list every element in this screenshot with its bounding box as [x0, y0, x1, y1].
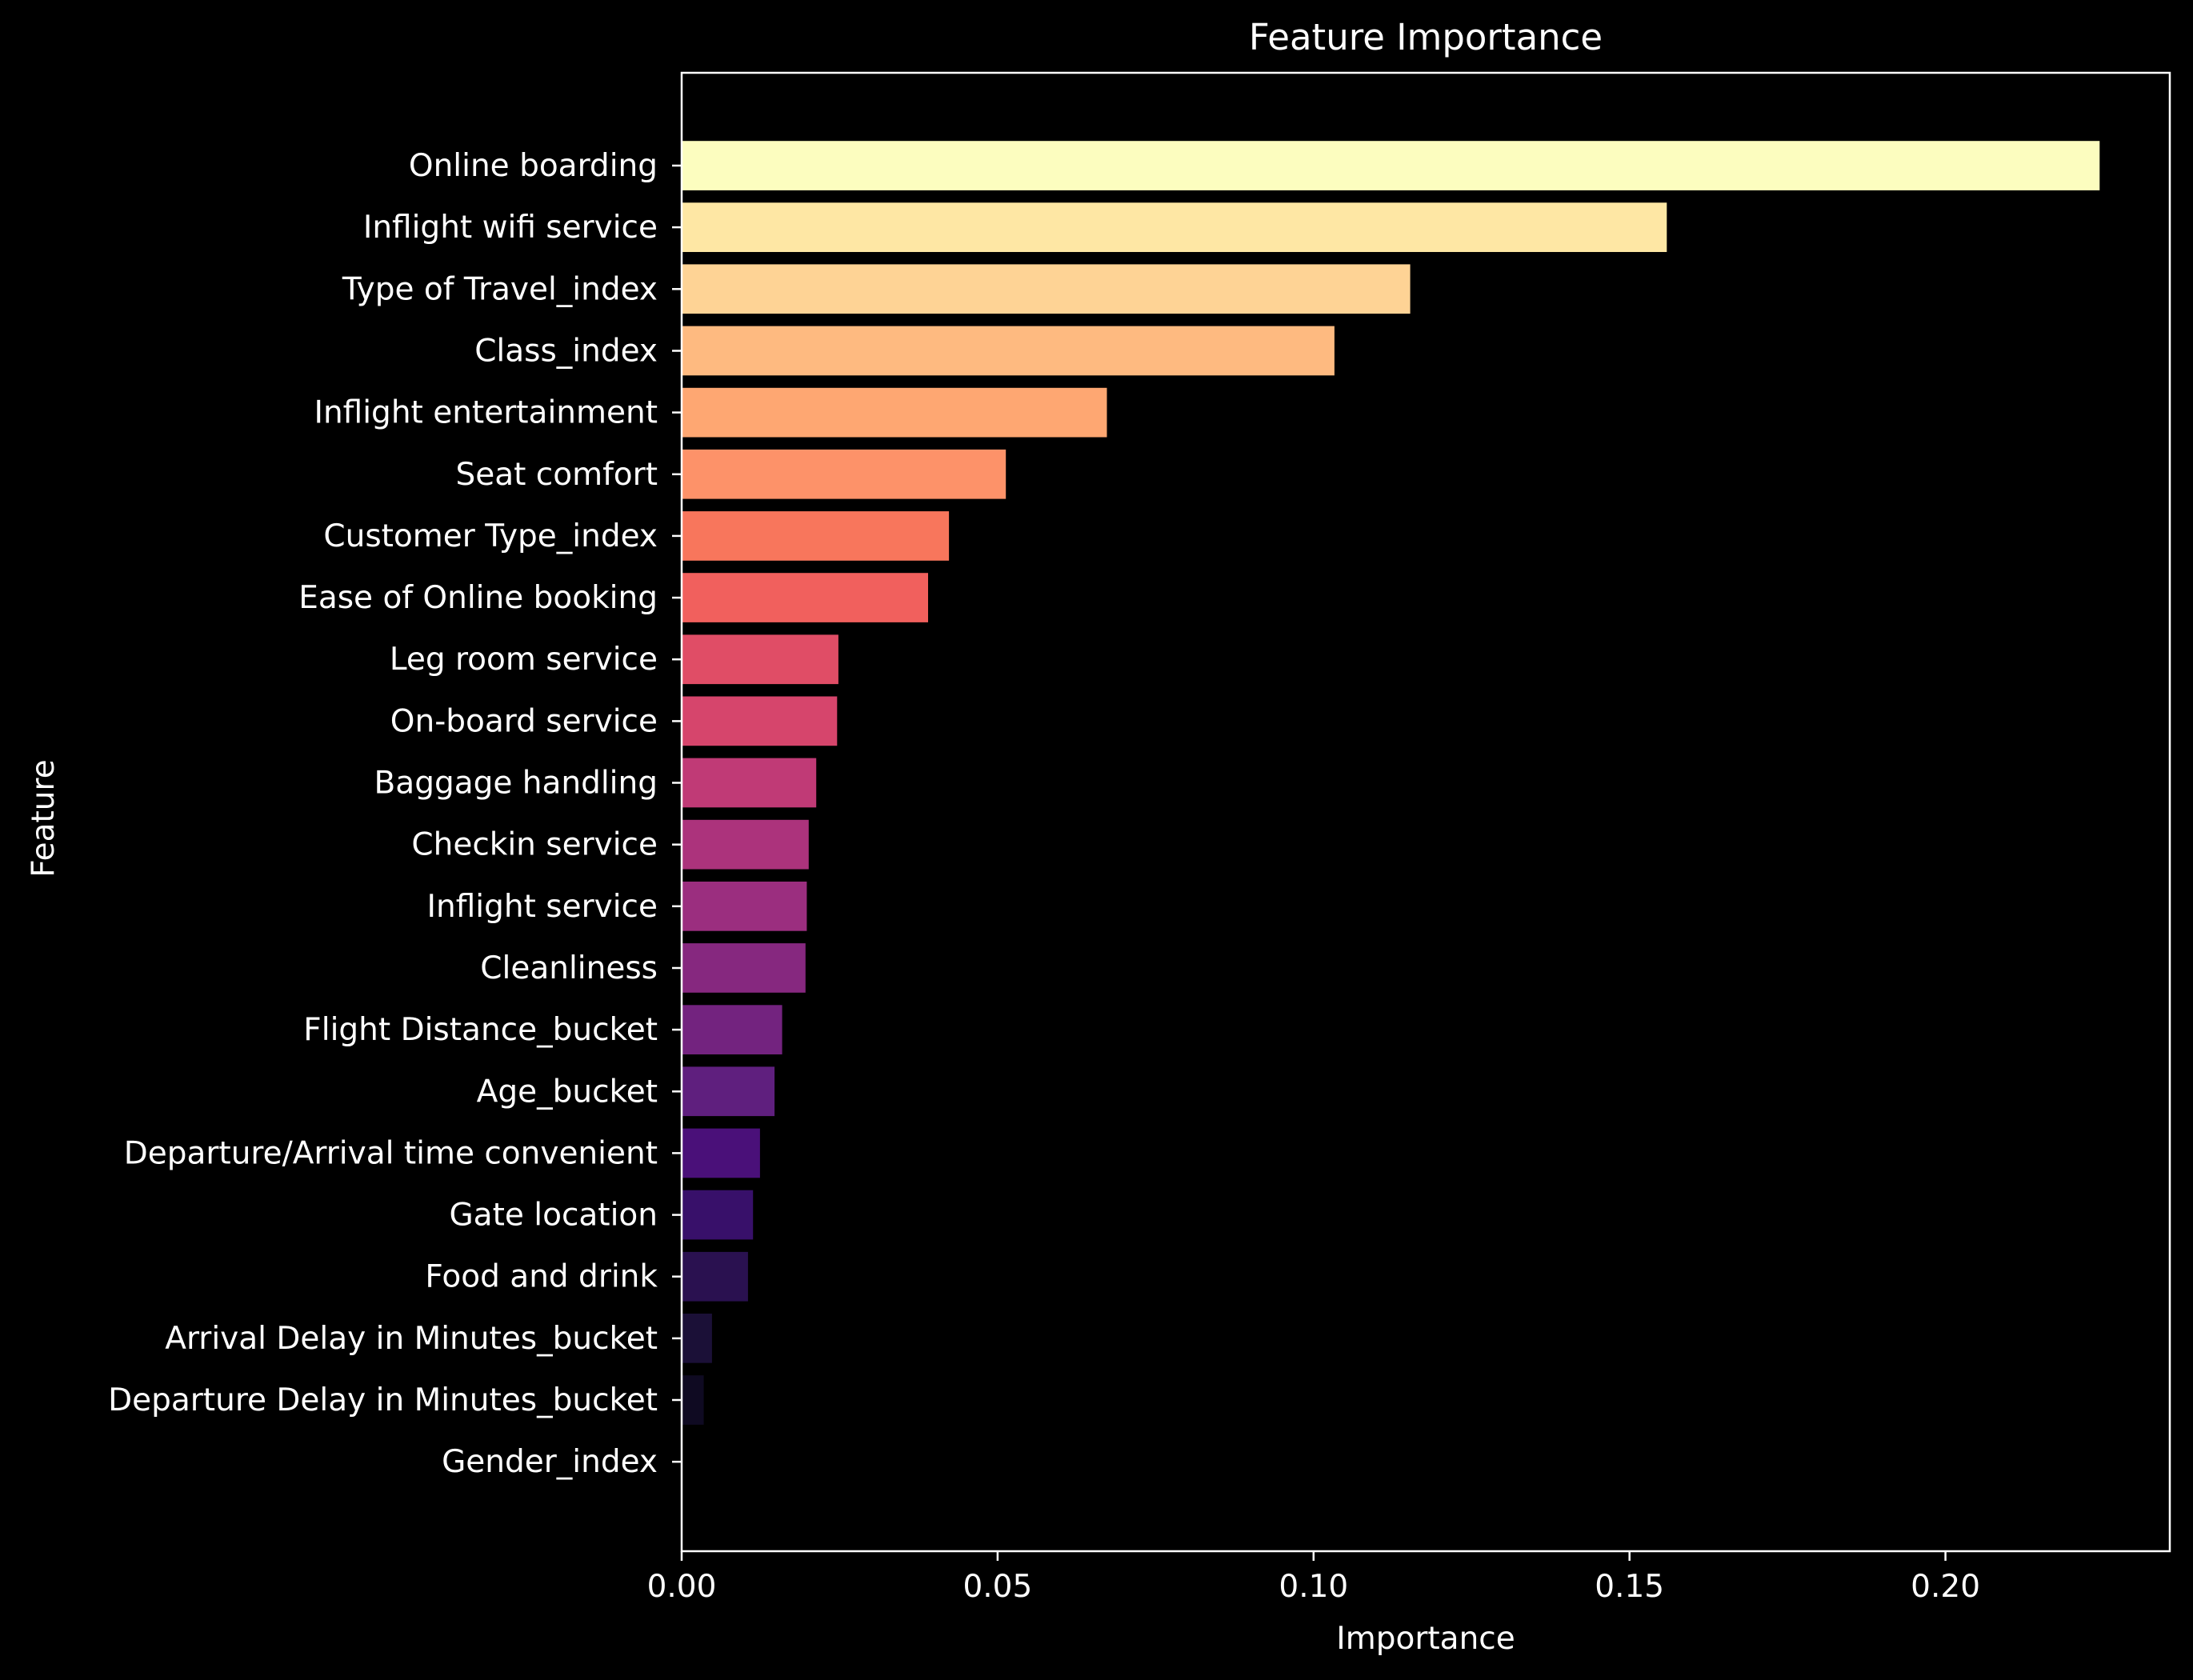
y-tick-label: Leg room service — [390, 642, 658, 678]
bar — [682, 943, 806, 993]
bar — [682, 1066, 775, 1117]
bar — [682, 387, 1107, 438]
x-tick-label: 0.10 — [1279, 1569, 1348, 1605]
y-tick-label: Online boarding — [409, 148, 658, 184]
y-tick-label: Inflight entertainment — [314, 395, 658, 431]
bar — [682, 1190, 754, 1240]
bar — [682, 326, 1335, 376]
bar — [682, 1375, 704, 1425]
y-tick-label: Inflight wifi service — [363, 210, 658, 246]
y-tick-label: Departure/Arrival time convenient — [124, 1135, 658, 1171]
bar — [682, 1314, 712, 1363]
y-tick-label: On-board service — [390, 703, 658, 739]
x-tick-label: 0.15 — [1595, 1569, 1664, 1605]
bar — [682, 141, 2100, 190]
x-tick-label: 0.20 — [1911, 1569, 1980, 1605]
bar — [682, 449, 1006, 499]
y-tick-label: Cleanliness — [480, 950, 658, 986]
bar — [682, 1128, 760, 1178]
x-axis-label: Importance — [1336, 1621, 1515, 1657]
bar — [682, 1251, 748, 1302]
y-tick-label: Inflight service — [427, 889, 658, 925]
bar — [682, 573, 928, 622]
y-tick-label: Gate location — [449, 1198, 658, 1234]
y-tick-label: Arrival Delay in Minutes_bucket — [165, 1321, 658, 1357]
bar — [682, 264, 1411, 314]
y-tick-label: Age_bucket — [477, 1074, 658, 1110]
y-tick-label: Departure Delay in Minutes_bucket — [108, 1382, 658, 1418]
y-tick-label: Gender_index — [442, 1444, 658, 1480]
x-tick-label: 0.05 — [962, 1569, 1032, 1605]
bar — [682, 511, 950, 561]
bar — [682, 1005, 782, 1054]
y-axis-ticks: Online boarding Inflight wifi service Type… — [108, 148, 682, 1480]
x-axis-ticks: 0.00 0.05 0.10 0.15 0.20 — [647, 1551, 1980, 1605]
bar — [682, 696, 838, 746]
y-tick-label: Class_index — [474, 334, 658, 370]
bar — [682, 634, 838, 685]
y-tick-label: Food and drink — [425, 1259, 658, 1295]
bar — [682, 202, 1667, 252]
chart-title: Feature Importance — [1249, 16, 1603, 58]
y-axis-label: Feature — [26, 759, 62, 877]
bar — [682, 882, 807, 931]
bar — [682, 758, 817, 808]
y-tick-label: Flight Distance_bucket — [303, 1012, 658, 1048]
y-tick-label: Customer Type_index — [323, 518, 658, 554]
y-tick-label: Baggage handling — [374, 766, 658, 802]
bar — [682, 819, 809, 870]
y-tick-label: Checkin service — [411, 827, 658, 863]
y-tick-label: Seat comfort — [455, 457, 658, 493]
bars-group — [682, 141, 2100, 1486]
y-tick-label: Type of Travel_index — [342, 271, 658, 307]
plot-frame — [680, 71, 2171, 1553]
x-tick-label: 0.00 — [647, 1569, 717, 1605]
y-tick-label: Ease of Online booking — [298, 580, 658, 616]
